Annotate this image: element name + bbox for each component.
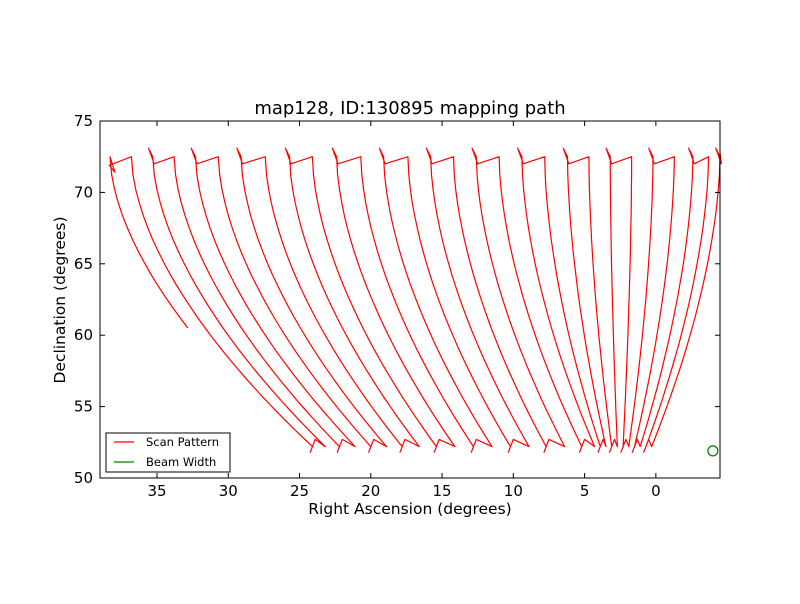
x-tick-label: 0 [651, 482, 661, 500]
legend: Scan Pattern Beam Width [105, 432, 231, 473]
y-tick-label: 50 [74, 469, 93, 487]
plot-frame [99, 120, 721, 479]
y-axis-title: Declination (degrees) [51, 216, 69, 383]
x-axis-title: Right Ascension (degrees) [308, 500, 511, 518]
x-tick-label: 15 [433, 482, 452, 500]
series-layer [108, 147, 722, 457]
y-tick-label: 60 [74, 326, 93, 344]
y-tick-label: 55 [74, 398, 93, 416]
legend-box [105, 432, 231, 473]
x-tick-label: 30 [219, 482, 238, 500]
y-tick-label: 65 [74, 255, 93, 273]
x-tick-label: 10 [504, 482, 523, 500]
x-tick-label: 25 [290, 482, 309, 500]
legend-label-scan-pattern: Scan Pattern [146, 435, 219, 449]
scan-pattern-line [108, 147, 722, 453]
x-tick-label: 20 [361, 482, 380, 500]
y-tick-label: 70 [74, 183, 93, 201]
chart-title: map128, ID:130895 mapping path [254, 98, 565, 119]
beam-width-marker [707, 445, 719, 457]
legend-label-beam-width: Beam Width [146, 455, 216, 469]
plot-area [100, 121, 720, 478]
y-tick-label: 75 [74, 112, 93, 130]
x-tick-label: 35 [147, 482, 166, 500]
x-tick-label: 5 [580, 482, 590, 500]
